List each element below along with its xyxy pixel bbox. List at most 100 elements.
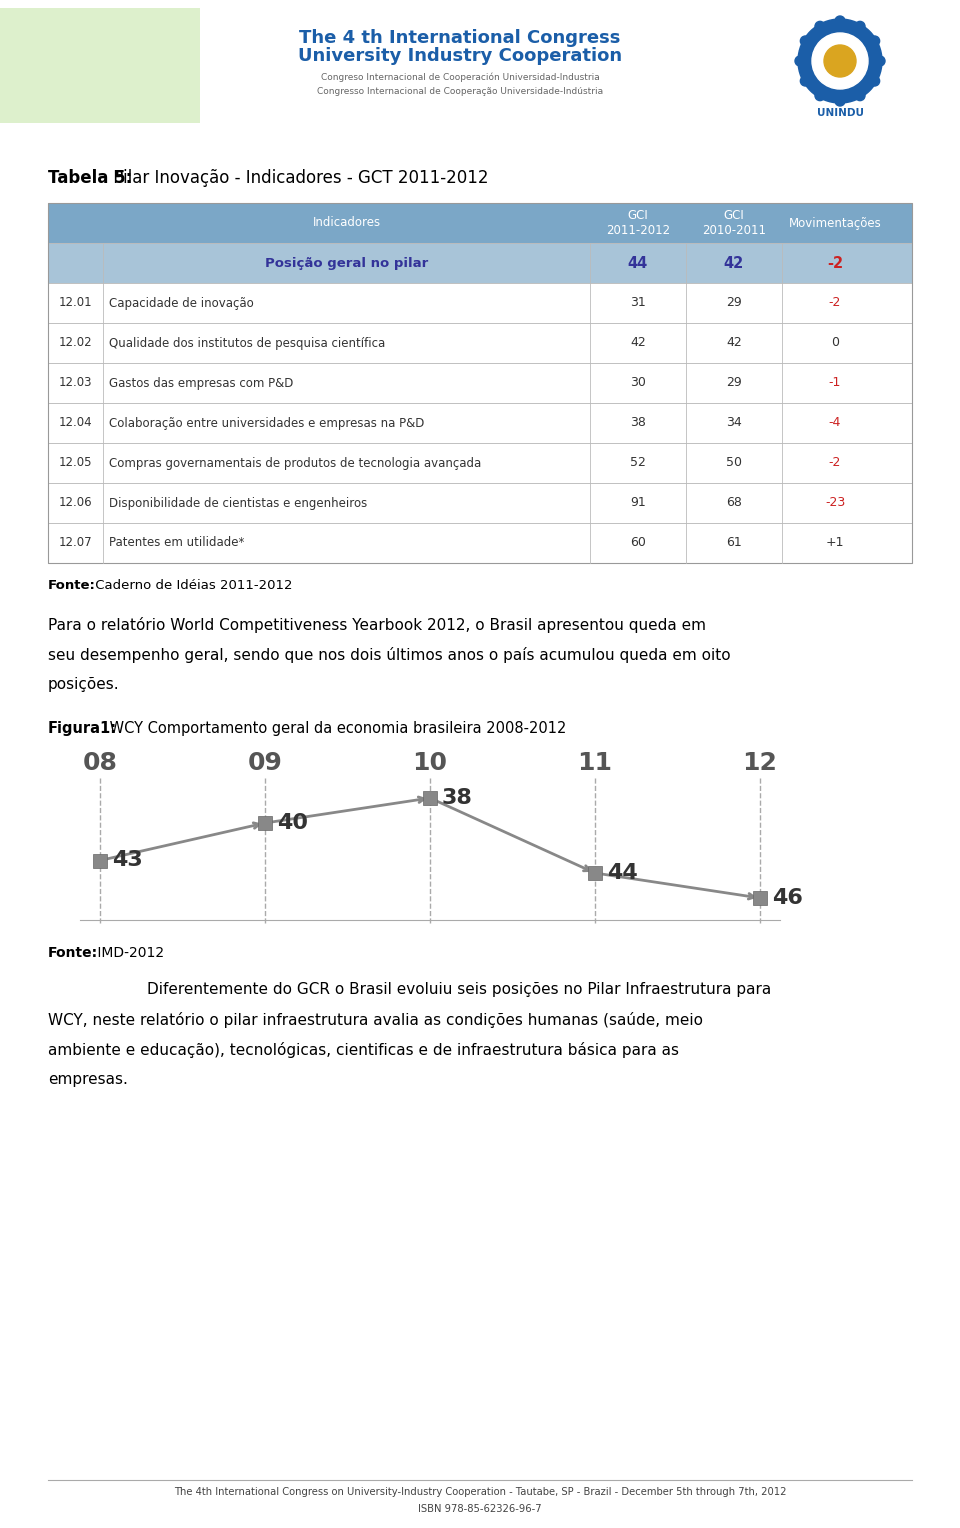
Text: -23: -23: [825, 497, 845, 509]
Circle shape: [815, 90, 825, 101]
Text: 08: 08: [83, 750, 117, 775]
Text: Diferentemente do GCR o Brasil evoluiu seis posições no Pilar Infraestrutura par: Diferentemente do GCR o Brasil evoluiu s…: [108, 983, 771, 996]
Text: -2: -2: [828, 296, 841, 310]
Text: 11: 11: [578, 750, 612, 775]
Text: Movimentações: Movimentações: [788, 217, 881, 229]
Text: seu desempenho geral, sendo que nos dois últimos anos o país acumulou queda em o: seu desempenho geral, sendo que nos dois…: [48, 646, 731, 663]
Bar: [48, 322, 912, 364]
Circle shape: [870, 76, 879, 86]
Text: Disponibilidade de cientistas e engenheiros: Disponibilidade de cientistas e engenhei…: [109, 497, 368, 509]
Text: ambiente e educação), tecnológicas, cientificas e de infraestrutura básica para : ambiente e educação), tecnológicas, cien…: [48, 1042, 679, 1057]
Text: 42: 42: [724, 255, 744, 270]
Bar: [48, 283, 912, 322]
Bar: [588, 866, 602, 880]
Text: GCI
2011-2012: GCI 2011-2012: [606, 209, 670, 237]
Text: Pilar Inovação - Indicadores - GCT 2011-2012: Pilar Inovação - Indicadores - GCT 2011-…: [108, 170, 489, 186]
Circle shape: [815, 21, 825, 32]
Bar: [258, 816, 272, 830]
Text: Indicadores: Indicadores: [312, 217, 380, 229]
Text: Qualidade dos institutos de pesquisa científica: Qualidade dos institutos de pesquisa cie…: [109, 336, 385, 350]
Circle shape: [798, 18, 882, 102]
Text: 0: 0: [831, 336, 839, 350]
Text: 12.05: 12.05: [59, 457, 92, 469]
Text: Caderno de Idéias 2011-2012: Caderno de Idéias 2011-2012: [91, 579, 293, 591]
Bar: [423, 792, 437, 805]
Text: GCI
2010-2011: GCI 2010-2011: [702, 209, 766, 237]
Circle shape: [801, 37, 810, 46]
Text: 12.04: 12.04: [59, 417, 92, 429]
Text: Posição geral no pilar: Posição geral no pilar: [265, 257, 428, 269]
Text: University Industry Cooperation: University Industry Cooperation: [298, 47, 622, 66]
Text: UNINDU: UNINDU: [817, 108, 863, 118]
Text: 43: 43: [112, 851, 143, 871]
Text: -2: -2: [828, 457, 841, 469]
Circle shape: [835, 96, 845, 105]
Circle shape: [835, 15, 845, 26]
Circle shape: [855, 90, 865, 101]
Text: 40: 40: [277, 813, 308, 833]
Text: 09: 09: [248, 750, 282, 775]
Circle shape: [795, 57, 805, 66]
Text: 29: 29: [726, 376, 742, 390]
Circle shape: [870, 37, 879, 46]
Text: 12.07: 12.07: [59, 536, 92, 550]
Text: 12.01: 12.01: [59, 296, 92, 310]
Text: The 4th International Congress on University-Industry Cooperation - Tautabe, SP : The 4th International Congress on Univer…: [174, 1487, 786, 1497]
Text: 44: 44: [607, 863, 637, 883]
Text: posições.: posições.: [48, 677, 120, 692]
Circle shape: [801, 76, 810, 86]
Text: IMD-2012: IMD-2012: [93, 946, 164, 960]
Text: -4: -4: [828, 417, 841, 429]
Text: -2: -2: [827, 255, 843, 270]
Text: empresas.: empresas.: [48, 1073, 128, 1086]
Text: Para o relatório World Competitiveness Yearbook 2012, o Brasil apresentou queda : Para o relatório World Competitiveness Y…: [48, 617, 706, 633]
Text: 30: 30: [630, 376, 646, 390]
Text: 12.06: 12.06: [59, 497, 92, 509]
Text: 12.02: 12.02: [59, 336, 92, 350]
Text: The 4 th International Congress: The 4 th International Congress: [300, 29, 621, 47]
Text: Patentes em utilidade*: Patentes em utilidade*: [109, 536, 245, 550]
Text: 10: 10: [413, 750, 447, 775]
Text: Congreso Internacional de Cooperación Universidad-Industria: Congreso Internacional de Cooperación Un…: [321, 72, 599, 83]
Text: 38: 38: [630, 417, 646, 429]
Text: 12.03: 12.03: [59, 376, 92, 390]
Text: Tabela 5:: Tabela 5:: [48, 170, 132, 186]
Bar: [48, 243, 912, 283]
Bar: [93, 854, 107, 868]
Text: Colaboração entre universidades e empresas na P&D: Colaboração entre universidades e empres…: [109, 417, 424, 429]
Bar: [753, 891, 767, 905]
Text: +1: +1: [826, 536, 844, 550]
Text: 34: 34: [726, 417, 742, 429]
Text: WCY, neste relatório o pilar infraestrutura avalia as condições humanas (saúde, : WCY, neste relatório o pilar infraestrut…: [48, 1012, 703, 1028]
Text: 42: 42: [630, 336, 646, 350]
Bar: [48, 403, 912, 443]
Circle shape: [855, 21, 865, 32]
Text: 50: 50: [726, 457, 742, 469]
Bar: [0, 8, 200, 122]
Text: 61: 61: [726, 536, 742, 550]
Text: 68: 68: [726, 497, 742, 509]
Circle shape: [824, 44, 856, 76]
Text: Fonte:: Fonte:: [48, 579, 96, 591]
Bar: [48, 523, 912, 562]
Text: 29: 29: [726, 296, 742, 310]
Text: Compras governamentais de produtos de tecnologia avançada: Compras governamentais de produtos de te…: [109, 457, 481, 469]
Bar: [48, 203, 912, 562]
Text: 91: 91: [630, 497, 646, 509]
Text: 38: 38: [442, 788, 473, 808]
Circle shape: [875, 57, 885, 66]
Text: 42: 42: [726, 336, 742, 350]
Bar: [48, 443, 912, 483]
Text: 12: 12: [743, 750, 778, 775]
Text: Fonte:: Fonte:: [48, 946, 98, 960]
Text: Capacidade de inovação: Capacidade de inovação: [109, 296, 253, 310]
Text: 44: 44: [628, 255, 648, 270]
Bar: [48, 203, 912, 243]
Text: -1: -1: [828, 376, 841, 390]
Text: Gastos das empresas com P&D: Gastos das empresas com P&D: [109, 376, 294, 390]
Text: Figura1:: Figura1:: [48, 721, 117, 736]
Text: Congresso Internacional de Cooperação Universidade-Indústria: Congresso Internacional de Cooperação Un…: [317, 87, 603, 95]
Circle shape: [812, 34, 868, 89]
Text: 46: 46: [772, 888, 803, 908]
Text: 31: 31: [630, 296, 646, 310]
